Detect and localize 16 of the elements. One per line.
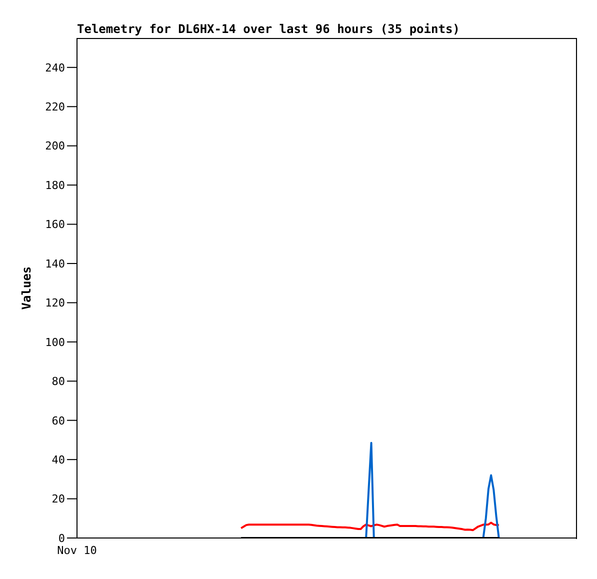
y-tick-label: 180 bbox=[45, 178, 65, 192]
y-tick-label: 220 bbox=[45, 100, 65, 114]
y-tick-label: 120 bbox=[45, 296, 65, 310]
y-tick-label: 240 bbox=[45, 61, 65, 74]
y-tick-label: 100 bbox=[45, 336, 65, 349]
y-tick-label: 20 bbox=[52, 492, 65, 506]
y-tick-label: 200 bbox=[45, 140, 65, 153]
chart-title: Telemetry for DL6HX-14 over last 96 hours (35 points) bbox=[77, 22, 460, 36]
y-tick-label: 140 bbox=[45, 257, 65, 270]
y-tick-label: 0 bbox=[58, 532, 65, 545]
x-tick-label: Nov 10 bbox=[57, 544, 97, 557]
y-axis-title: Values bbox=[19, 266, 34, 310]
y-tick-label: 160 bbox=[45, 218, 65, 232]
y-tick-label: 80 bbox=[52, 375, 65, 388]
y-tick-label: 40 bbox=[52, 453, 65, 466]
y-tick-label: 60 bbox=[52, 414, 65, 428]
